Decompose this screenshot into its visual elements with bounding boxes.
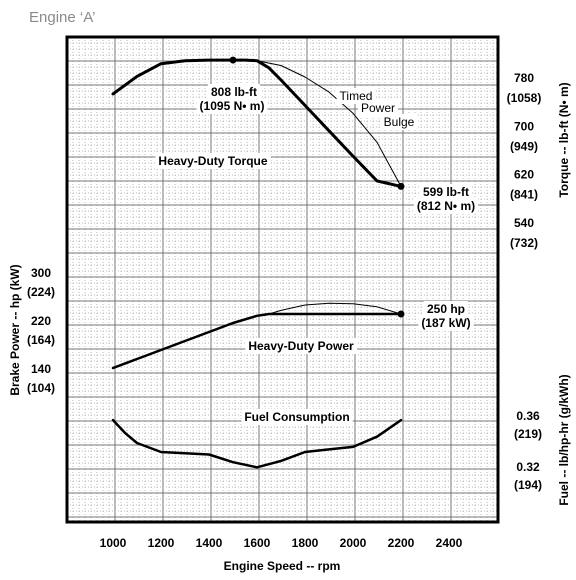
torque-tick-label: 620: [514, 168, 534, 182]
x-tick-label: 1600: [244, 536, 271, 550]
x-tick-label: 2000: [340, 536, 367, 550]
power-end-label-line2-bg: [418, 315, 474, 331]
x-tick-label: 1200: [148, 536, 175, 550]
torque-tick-metric: (1058): [507, 91, 542, 105]
fuel-tick-metric: (194): [514, 478, 542, 492]
power-line: [111, 312, 403, 370]
power-tick-metric: (224): [27, 285, 55, 299]
torque-tick-label: 540: [514, 216, 534, 230]
torque-tick-label: 700: [514, 119, 534, 133]
bulge-label-line2-bg: [357, 100, 399, 116]
torque-tick-label: 780: [514, 71, 534, 85]
bulge-label-line1: Timed: [340, 89, 373, 103]
torque-axis-title: Torque -- lb-ft (N• m): [557, 82, 571, 197]
torque-tick-metric: (841): [510, 188, 538, 202]
torque-bulge-line: [256, 60, 402, 187]
power-end-label-line2: (187 kW): [421, 316, 470, 330]
x-tick-label: 1800: [292, 536, 319, 550]
torque-peak-marker: [229, 56, 237, 64]
curve-labels: Heavy-Duty Torque Heavy-Duty Power Fuel Co…: [155, 84, 479, 425]
torque-end-label-line2-bg: [413, 198, 479, 214]
x-tick-label: 1000: [100, 536, 127, 550]
plot-frame: [65, 35, 500, 524]
torque-peak-label-line1: 808 lb-ft: [211, 85, 257, 99]
x-tick-label: 2400: [436, 536, 463, 550]
torque-curve-label-bg: [155, 153, 271, 169]
torque-tick-metric: (949): [510, 139, 538, 153]
torque-end-label-line1-bg: [419, 184, 473, 200]
power-tick-label: 140: [31, 362, 51, 376]
torque-peak-label-line2-bg: [196, 98, 268, 114]
power-tick-label: 300: [31, 266, 51, 280]
x-tick-label: 1400: [196, 536, 223, 550]
fuel-curve-label: Fuel Consumption: [244, 410, 349, 424]
x-tick-label: 2200: [388, 536, 415, 550]
torque-end-label-line2: (812 N• m): [417, 199, 475, 213]
fuel-tick-label: 0.32: [516, 460, 540, 474]
torque-line: [111, 58, 403, 188]
power-tick-metric: (164): [27, 333, 55, 347]
torque-curve-label: Heavy-Duty Torque: [158, 154, 267, 168]
bulge-label-line2: Power: [361, 101, 395, 115]
torque-end-label-line1: 599 lb-ft: [423, 185, 469, 199]
power-curve-label-bg: [245, 338, 358, 354]
power-end-label-line1-bg: [423, 301, 469, 317]
fuel-tick-label: 0.36: [516, 409, 540, 423]
power-curve-label: Heavy-Duty Power: [248, 339, 354, 353]
torque-end-marker: [397, 182, 405, 190]
bulge-label-line3: Bulge: [384, 115, 415, 129]
chart-grid: [67, 37, 498, 522]
x-axis-title: Engine Speed -- rpm: [224, 559, 341, 573]
power-bulge-line: [268, 302, 402, 315]
fuel-curve-label-bg: [241, 409, 353, 425]
axis-ticks: 1000 1200 1400 1600 1800 2000 2200 2400 780 (1058…: [27, 71, 542, 550]
fuel-line: [111, 418, 403, 469]
torque-tick-metric: (732): [510, 236, 538, 250]
power-end-marker: [397, 310, 405, 318]
chart-title: Engine ‘A’: [29, 9, 95, 26]
power-axis-title: Brake Power -- hp (kW): [8, 264, 22, 395]
chart-curves: [111, 56, 405, 469]
power-tick-label: 220: [31, 314, 51, 328]
torque-peak-label-line2: (1095 N• m): [200, 99, 265, 113]
fuel-axis-title: Fuel -- lb/hp-hr (g/kWh): [557, 374, 571, 505]
power-tick-metric: (104): [27, 381, 55, 395]
torque-peak-label-line1-bg: [207, 84, 261, 100]
fuel-tick-metric: (219): [514, 427, 542, 441]
power-end-label-line1: 250 hp: [427, 302, 465, 316]
bulge-label-line3-bg: [380, 114, 418, 130]
